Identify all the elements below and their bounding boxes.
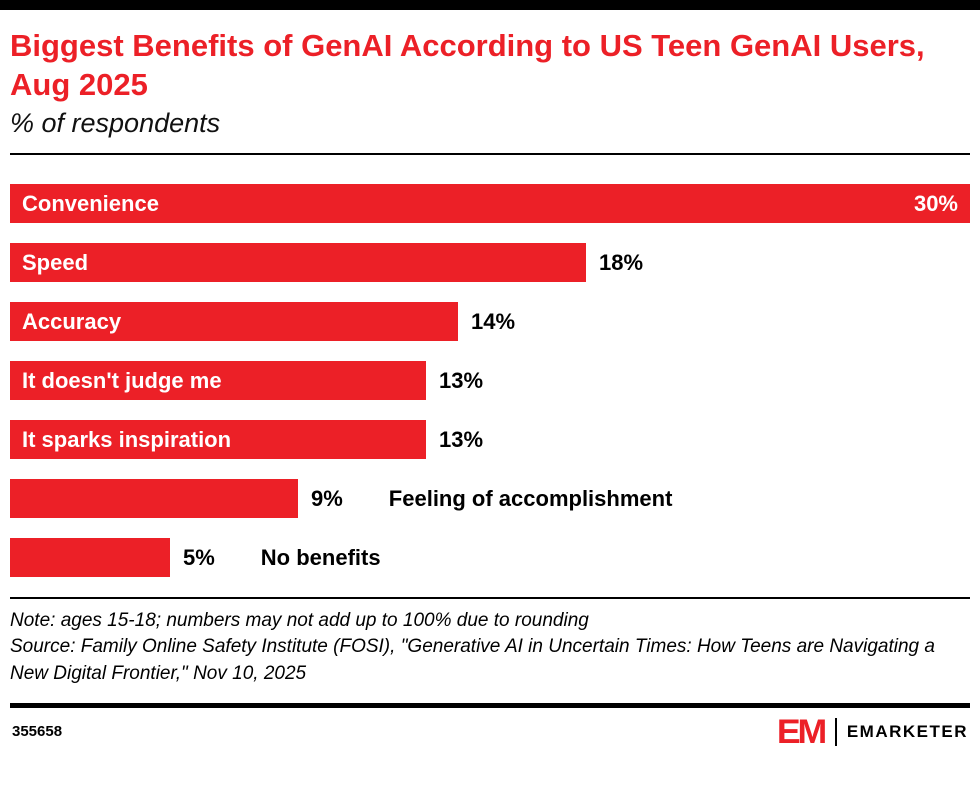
bar-row: Accuracy 14% [10, 302, 970, 342]
bar-row: It doesn't judge me 13% [10, 361, 970, 401]
bar-value-label: 14% [471, 308, 516, 334]
bar-category-label: Feeling of accomplishment [388, 485, 673, 511]
logo-separator [834, 717, 837, 746]
bar-value-label: 5% [182, 544, 215, 570]
note-text: Note: ages 15-18; numbers may not add up… [10, 610, 589, 632]
footnotes: Note: ages 15-18; numbers may not add up… [10, 597, 970, 687]
footnote-divider [10, 597, 970, 600]
bar-value-label: 18% [599, 249, 644, 275]
bar-category-label: It doesn't judge me [22, 367, 222, 393]
bar: Accuracy [10, 302, 458, 342]
header-divider [10, 153, 970, 156]
bar-row: Convenience 30% [10, 184, 970, 224]
bar-category-label: Convenience [22, 190, 159, 216]
chart-id: 355658 [12, 723, 63, 741]
bar-value-label: 9% [311, 485, 343, 511]
top-black-bar [0, 0, 980, 10]
bar-value-label: 13% [439, 367, 484, 393]
bar: It doesn't judge me [10, 361, 426, 401]
source-text: Source: Family Online Safety Institute (… [10, 636, 935, 684]
bar-category-label: No benefits [260, 544, 381, 570]
bar-category-label: Speed [22, 249, 89, 275]
footer-divider [10, 702, 970, 708]
bar: It sparks inspiration [10, 420, 426, 460]
bar-category-label: It sparks inspiration [22, 426, 232, 452]
emarketer-logo: EM EMARKETER [776, 712, 968, 751]
footer: 355658 EM EMARKETER [10, 708, 970, 756]
chart-title: Biggest Benefits of GenAI According to U… [10, 28, 925, 103]
bar-row: Speed 18% [10, 243, 970, 283]
chart-subtitle: % of respondents [10, 108, 221, 139]
bar-chart: Convenience 30% Speed 18% Accuracy 14% It does… [10, 184, 970, 578]
bar-category-label: Accuracy [22, 308, 122, 334]
emarketer-logo-mark-icon: EM [776, 712, 827, 751]
bar: Convenience 30% [10, 184, 970, 224]
brand-name: EMARKETER [846, 721, 968, 741]
bar [10, 479, 298, 519]
bar-value-label: 30% [913, 190, 958, 216]
bar-row: 5% No benefits [10, 538, 970, 578]
bar [10, 538, 170, 578]
bar-row: It sparks inspiration 13% [10, 420, 970, 460]
bar: Speed [10, 243, 586, 283]
bar-row: 9% Feeling of accomplishment [10, 479, 970, 519]
bar-value-label: 13% [439, 426, 484, 452]
